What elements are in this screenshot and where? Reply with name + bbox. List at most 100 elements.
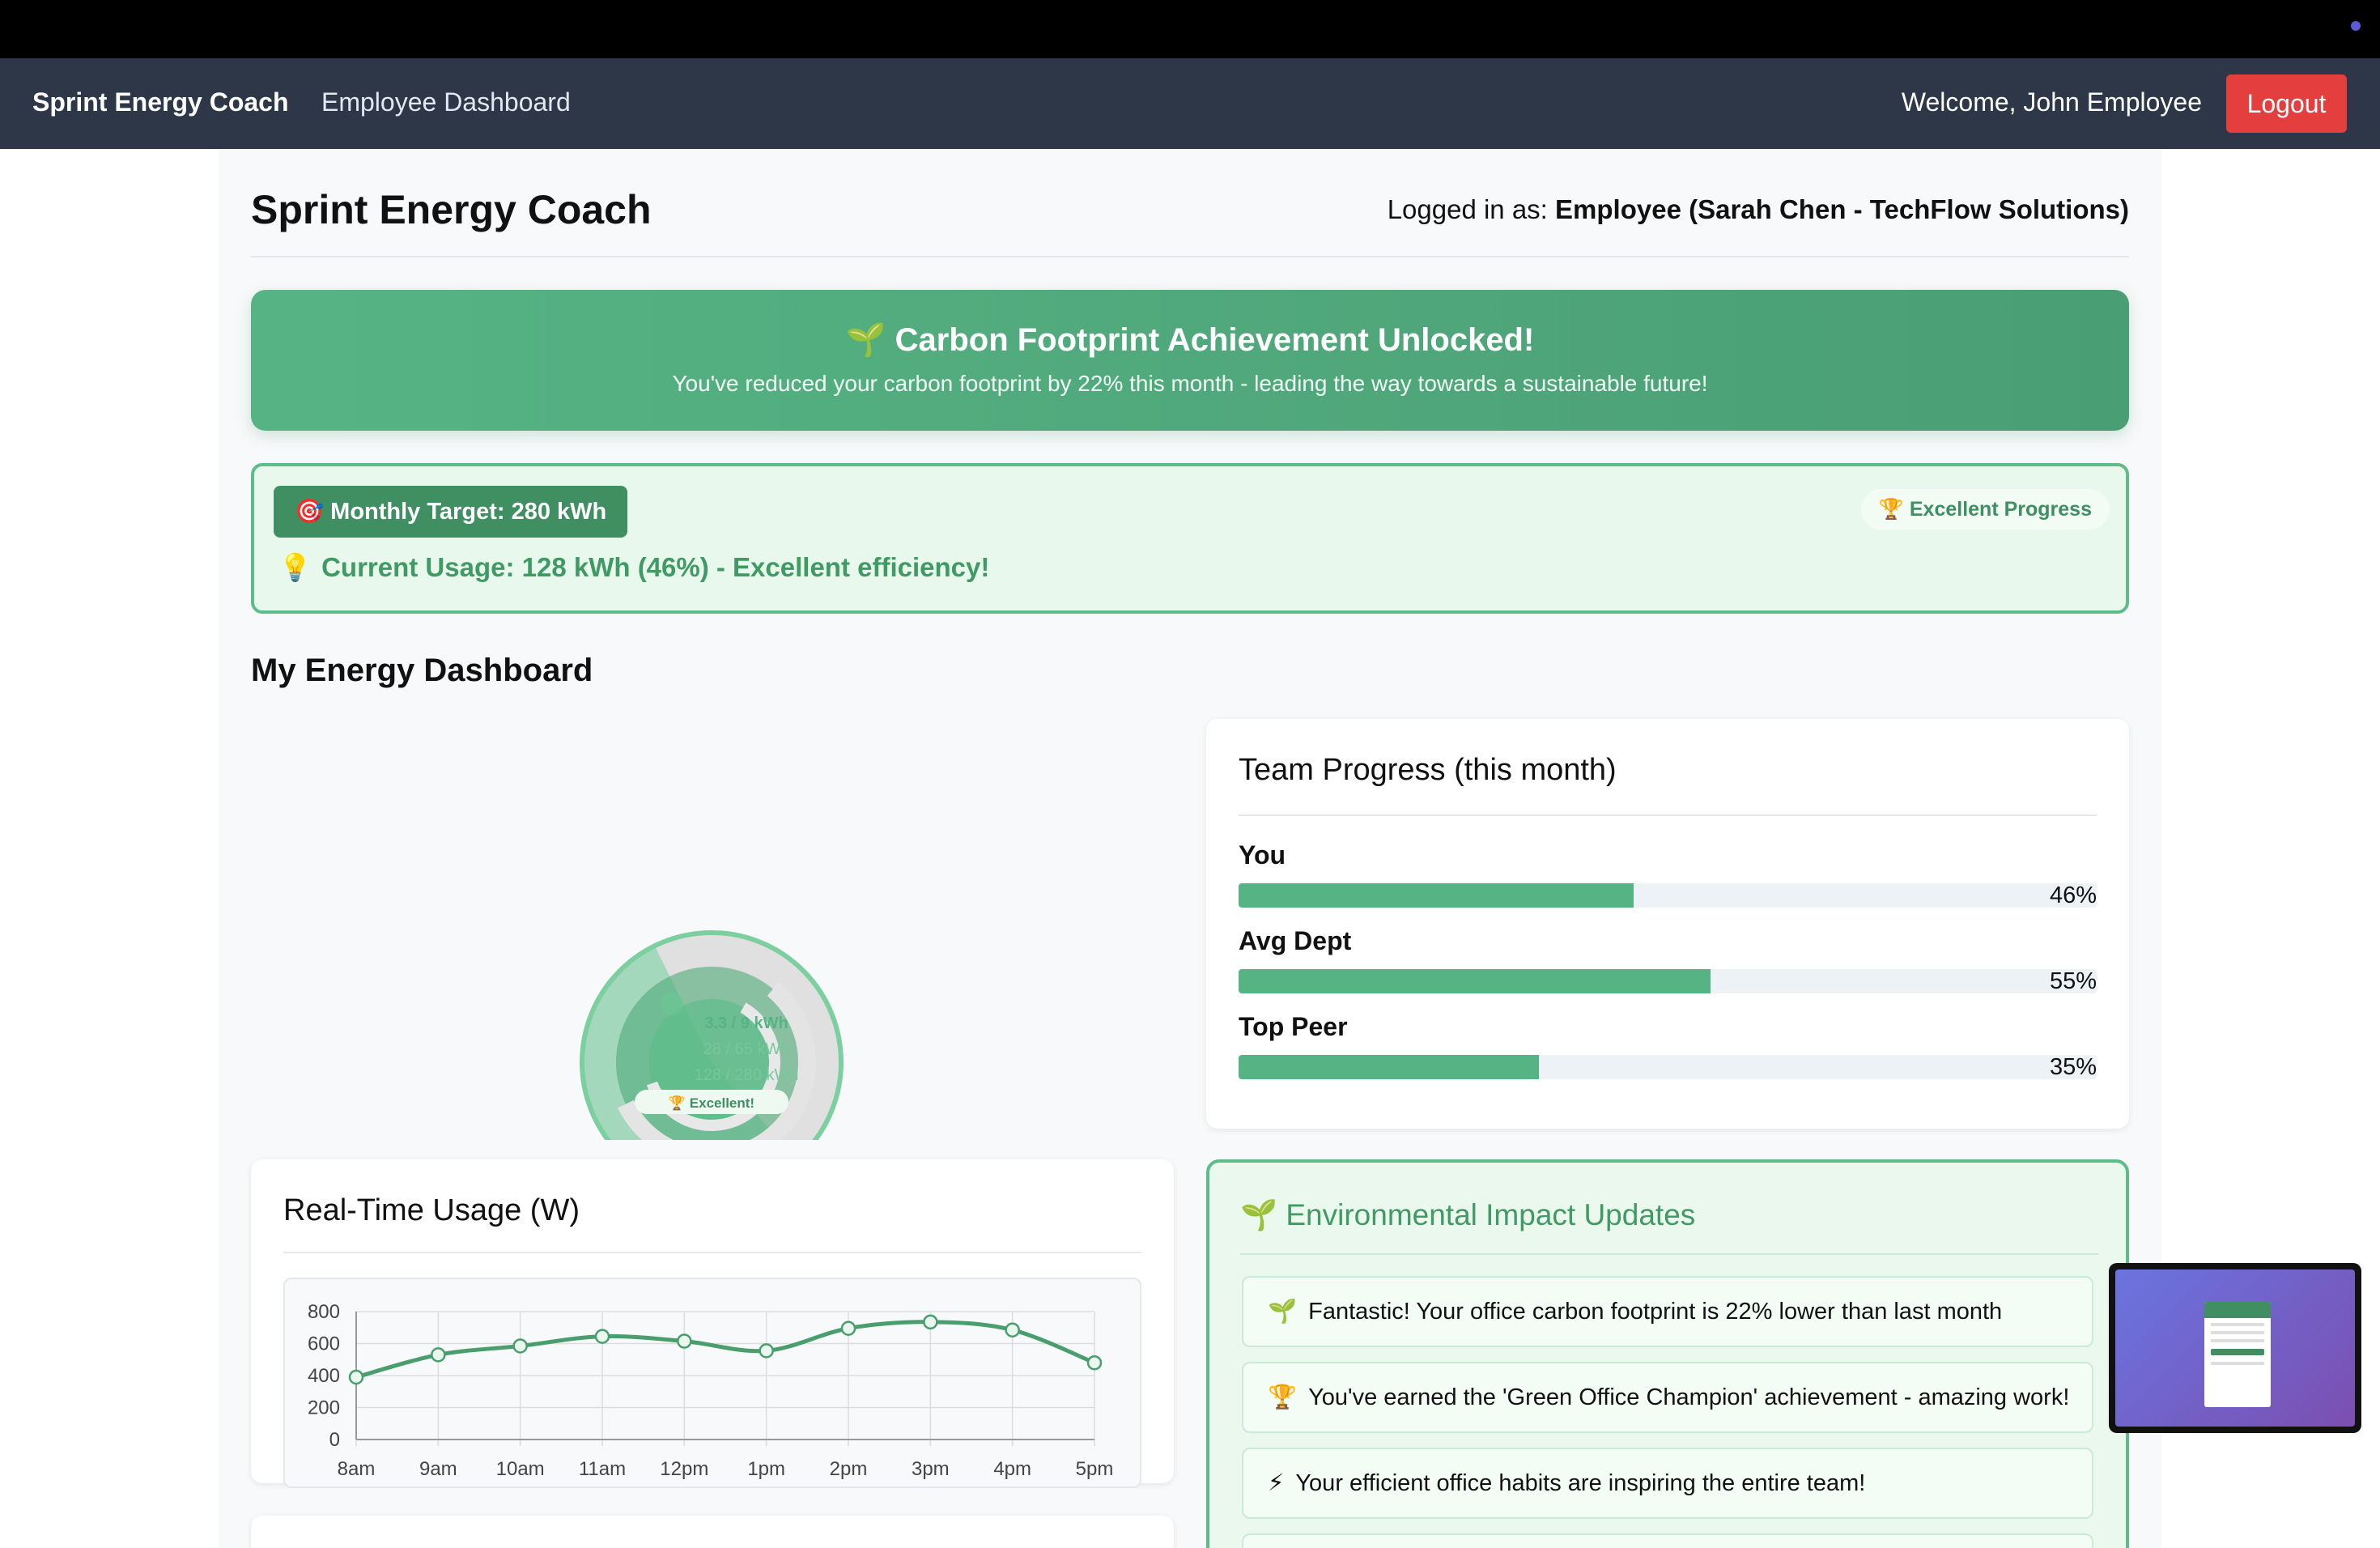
bar-fill-you [1239,883,1634,908]
progress-badge-text: Excellent Progress [1909,498,2092,521]
thumbnail-document [2204,1302,2271,1407]
x-tick-label: 4pm [993,1458,1031,1480]
bar-fill-avg-dept [1239,969,1711,993]
logged-in-info: Logged in as: Employee (Sarah Chen - Tec… [1388,194,2129,225]
y-tick-label: 600 [308,1333,340,1355]
usage-data-point [923,1314,938,1330]
usage-data-point [594,1329,610,1344]
x-tick-label: 2pm [830,1458,868,1480]
gauge-daily: 3.3 / 9 kWh [704,1014,788,1032]
x-tick-label: 9am [419,1458,457,1480]
usage-data-point [1005,1322,1020,1337]
bar-track-top-peer: 35% [1239,1055,2097,1079]
seedling-icon: 🌱 [1240,1198,1278,1231]
x-tick-label: 10am [496,1458,545,1480]
energy-gauge: 3.3 / 9 kWh 28 / 65 kWh 128 / 280 kWh 🏆 … [251,719,1174,1194]
progress-badge: 🏆 Excellent Progress [1860,489,2110,529]
achievement-banner: 🌱 Carbon Footprint Achievement Unlocked!… [251,290,2129,431]
nav-link-employee-dashboard[interactable]: Employee Dashboard [321,87,571,117]
x-tick-label: 5pm [1076,1458,1114,1480]
team-progress-divider [1239,814,2097,816]
bar-track-you: 46% [1239,883,2097,908]
trophy-icon: 🏆 [1268,1384,1298,1410]
usage-series-line [355,1320,1095,1380]
current-usage-text: Current Usage: 128 kWh (46%) - Excellent… [321,552,990,582]
seedling-icon: 🌱 [1268,1299,1298,1325]
banner-title: 🌱 Carbon Footprint Achievement Unlocked! [251,321,2129,359]
welcome-text: Welcome, John Employee [1901,87,2202,117]
bar-pct-avg-dept: 55% [2049,968,2097,994]
gauge-badge: 🏆 Excellent! [669,1095,754,1111]
trophy-icon: 🏆 [1878,498,1904,521]
bar-label-top-peer: Top Peer [1239,1012,1348,1041]
usage-data-point [512,1338,528,1354]
banner-subtitle: You've reduced your carbon footprint by … [672,371,1708,396]
nav-brand[interactable]: Sprint Energy Coach [32,87,289,117]
bar-pct-top-peer: 35% [2049,1054,2097,1080]
screen-preview-thumbnail[interactable] [2109,1263,2361,1433]
y-tick-label: 800 [308,1301,340,1323]
gauge-svg: 3.3 / 9 kWh 28 / 65 kWh 128 / 280 kWh 🏆 … [580,930,844,1194]
target-box: 🎯 Monthly Target: 280 kWh 🏆 Excellent Pr… [251,463,2129,614]
realtime-divider [283,1252,1141,1253]
navbar: Sprint Energy Coach Employee Dashboard W… [0,58,2380,149]
realtime-chart: 0 200 400 600 800 8am 9am 10am 11am 12pm 1pm 2pm 3pm… [308,1301,1114,1480]
y-tick-label: 400 [308,1365,340,1387]
bar-track-avg-dept: 55% [1239,969,2097,993]
environment-title-text: Environmental Impact Updates [1286,1198,1696,1231]
thumbnail-image [2115,1269,2355,1427]
logged-in-label: Logged in as: [1387,194,1548,224]
y-tick-label: 200 [308,1397,340,1419]
usage-data-point [840,1320,856,1336]
bar-pct-you: 46% [2049,882,2097,908]
team-progress-card: Team Progress (this month) You 46% Avg D… [1206,719,2129,1129]
x-tick-label: 12pm [660,1458,708,1480]
target-icon: 🎯 [295,499,325,525]
logged-in-user: Employee (Sarah Chen - TechFlow Solution… [1555,194,2129,224]
env-update-item: 🌱 Fantastic! Your office carbon footprint… [1242,1276,2093,1347]
team-progress-title: Team Progress (this month) [1239,753,1617,787]
usage-data-point [677,1333,692,1349]
bar-label-avg-dept: Avg Dept [1239,926,1352,955]
x-tick-label: 3pm [912,1458,950,1480]
environment-title: 🌱 Environmental Impact Updates [1240,1198,1695,1233]
env-update-text: Your efficient office habits are inspiri… [1295,1470,1866,1496]
env-update-text: Fantastic! Your office carbon footprint … [1308,1299,2003,1325]
env-update-text: You've earned the 'Green Office Champion… [1308,1384,2070,1410]
realtime-usage-card: Real-Time Usage (W) 0 200 400 600 800 8am 9am 1… [251,1159,1174,1488]
env-update-item [1242,1533,2093,1548]
usage-data-point [348,1369,364,1385]
gauge-monthly: 128 / 280 kWh [695,1066,799,1084]
x-tick-label: 1pm [747,1458,785,1480]
gauge-weekly: 28 / 65 kWh [703,1040,790,1058]
bar-label-you: You [1239,840,1286,870]
header-divider [251,256,2129,257]
usage-data-point [1086,1354,1103,1371]
env-update-item: ⚡ Your efficient office habits are inspir… [1242,1448,2093,1519]
monthly-target-pill: 🎯 Monthly Target: 280 kWh [274,486,628,538]
realtime-usage-title: Real-Time Usage (W) [283,1193,580,1227]
realtime-chart-container: 0 200 400 600 800 8am 9am 10am 11am 12pm 1pm 2pm 3pm… [283,1278,1141,1488]
usage-data-point [759,1343,774,1359]
y-tick-label: 0 [329,1429,340,1451]
monthly-target-text: Monthly Target: 280 kWh [330,499,607,525]
gauge-dot [661,993,683,1015]
environment-card: 🌱 Environmental Impact Updates 🌱 Fantasti… [1206,1159,2129,1548]
environment-divider [1240,1253,2098,1255]
current-usage: 💡 Current Usage: 128 kWh (46%) - Excellen… [278,552,989,584]
section-title: My Energy Dashboard [251,653,593,688]
lightning-icon: ⚡ [1268,1470,1285,1496]
next-card [251,1516,1174,1548]
bar-fill-top-peer [1239,1055,1539,1079]
logout-button[interactable]: Logout [2226,74,2347,133]
x-tick-label: 8am [338,1458,376,1480]
gauge-badge-bg [635,1090,788,1114]
status-dot-icon [2351,21,2361,31]
lightbulb-icon: 💡 [278,552,312,582]
gauge-middle-remaining [607,958,816,1167]
main-container: Sprint Energy Coach Logged in as: Employ… [219,149,2161,1548]
page-title: Sprint Energy Coach [251,187,652,232]
env-update-item: 🏆 You've earned the 'Green Office Champio… [1242,1362,2093,1433]
banner-title-text: Carbon Footprint Achievement Unlocked! [895,322,1535,358]
seedling-icon: 🌱 [845,322,886,358]
